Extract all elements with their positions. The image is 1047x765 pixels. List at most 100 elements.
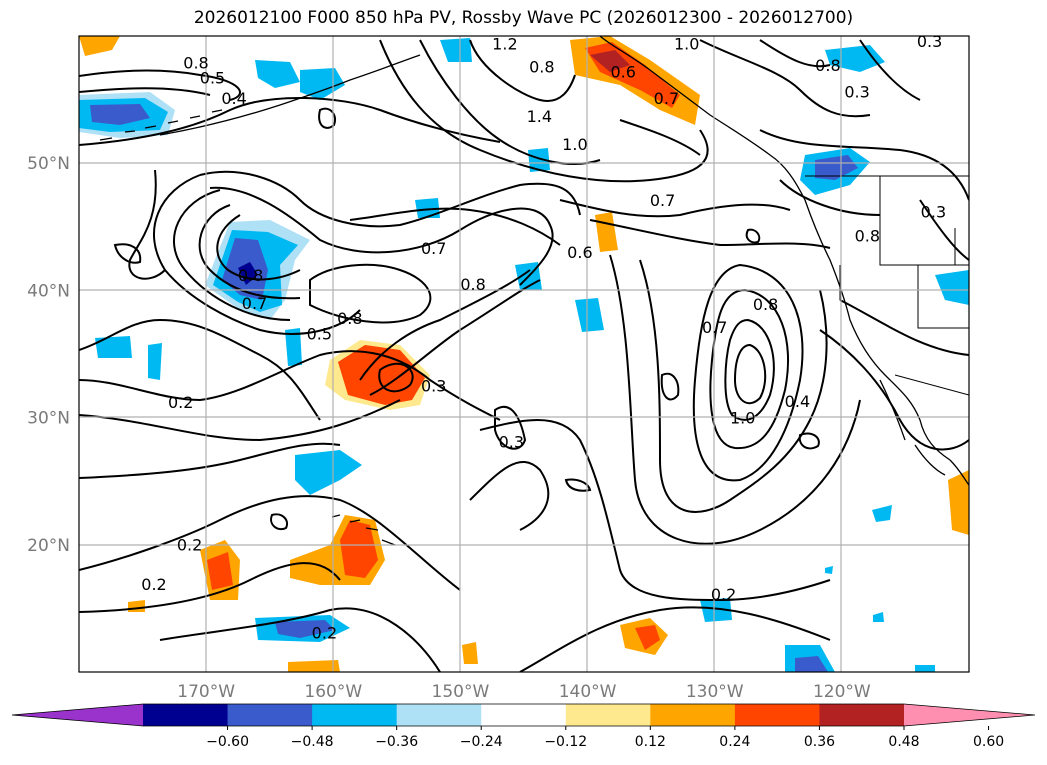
pv-contour (692, 263, 804, 482)
lon-tick-label: 170°W (177, 682, 235, 702)
pv-contour (469, 39, 576, 102)
contour-label: 0.5 (200, 69, 225, 88)
lon-tick-label: 160°W (304, 682, 362, 702)
colorbar-level-label: 0.48 (888, 734, 919, 750)
negative-anomaly-small3 (575, 298, 604, 332)
pv-contour (79, 350, 501, 421)
contour-label: 0.4 (221, 89, 246, 108)
pv-contour (839, 299, 969, 356)
colorbar-segment (227, 704, 313, 726)
negative-anomaly-mid (295, 450, 362, 495)
colorbar: −0.60 −0.48 −0.36 −0.24 −0.12 0.12 0.24 0.36 0.4… (11, 703, 1036, 750)
negative-anomaly-gulf (255, 60, 300, 88)
north-america-coastline (599, 36, 969, 486)
longitude-tick-labels: 170°W 160°W 150°W 140°W 130°W 120°W (177, 682, 871, 702)
contour-label: 0.8 (460, 275, 485, 294)
colorbar-level-label: −0.24 (460, 734, 503, 750)
contour-label: 0.6 (567, 243, 592, 262)
pv-contour (159, 607, 441, 672)
negative-anomaly-small7 (285, 328, 302, 366)
positive-anomaly-nw-corner (79, 36, 120, 56)
pv-contour (859, 39, 921, 101)
contour-label: 0.7 (421, 239, 446, 258)
pv-contour (779, 179, 881, 216)
colorbar-outline (11, 703, 1036, 727)
lat-tick-label: 40°N (27, 281, 70, 301)
negative-anomaly-gulf2 (300, 68, 345, 100)
chart-title: 2026012100 F000 850 hPa PV, Rossby Wave … (193, 8, 854, 28)
contour-label: 1.0 (674, 34, 699, 53)
lon-tick-label: 140°W (559, 682, 617, 702)
pv-contour (198, 204, 301, 300)
contour-label: 0.2 (177, 536, 202, 555)
colorbar-segment (565, 704, 651, 726)
pv-contour (724, 318, 775, 421)
lon-tick-label: 150°W (432, 682, 490, 702)
negative-anomaly-small5 (95, 336, 132, 358)
pv-contour (639, 259, 828, 513)
pv-contour (699, 39, 871, 118)
contour-label: 0.4 (785, 392, 810, 411)
lon-tick-label: 120°W (813, 682, 871, 702)
contour-label: 0.2 (312, 623, 337, 642)
baja-california-coastline (879, 379, 946, 476)
pv-contour-small (318, 107, 336, 129)
pv-contour (733, 343, 767, 405)
negative-anomaly-small8 (700, 598, 732, 622)
colorbar-segment (481, 704, 567, 726)
positive-anomaly-se-core (635, 625, 660, 650)
map-frame (78, 35, 970, 673)
lat-tick-label: 20°N (27, 536, 70, 556)
negative-anomaly-small9 (872, 505, 892, 522)
negative-anomaly-small6 (148, 343, 162, 380)
negative-anomaly-small11 (915, 665, 935, 672)
pv-contour (919, 199, 969, 261)
pv-contour (494, 405, 527, 450)
contour-label: 0.7 (242, 294, 267, 313)
positive-anomaly-hawaii-core (340, 520, 378, 578)
contour-label: 0.8 (337, 309, 362, 328)
lon-tick-label: 130°W (686, 682, 744, 702)
contour-label: 0.7 (654, 89, 679, 108)
contour-label: 0.8 (753, 295, 778, 314)
contour-label: 0.7 (702, 318, 727, 337)
pv-contour (559, 199, 791, 218)
colorbar-segment (143, 704, 229, 726)
us-mexico-border (894, 374, 969, 396)
colorbar-extend-low (12, 704, 143, 726)
colorbar-segment (734, 704, 820, 726)
contour-label: 1.0 (730, 408, 755, 427)
positive-anomaly-gulf-alaska-max (590, 50, 630, 72)
negative-anomaly-ne (825, 45, 885, 72)
negative-anomaly-small13 (825, 566, 833, 574)
colorbar-level-label: −0.60 (206, 734, 249, 750)
colorbar-segment (819, 704, 905, 726)
colorbar-level-label: −0.36 (375, 734, 418, 750)
contour-label: 0.7 (650, 191, 675, 210)
pv-contour (609, 254, 861, 545)
pv-contour (209, 186, 554, 286)
colorbar-level-label: 0.36 (804, 734, 835, 750)
pv-contour (819, 329, 969, 451)
pv-contour-small (270, 513, 288, 531)
pv-contour-small (798, 432, 820, 450)
us-state-borders (839, 176, 969, 329)
coastline-layer (99, 36, 969, 546)
pv-contour (619, 119, 701, 156)
pv-contour-small (113, 243, 142, 264)
pv-contour (469, 460, 550, 531)
colorbar-level-label: −0.48 (291, 734, 334, 750)
colorbar-level-label: 0.24 (719, 734, 750, 750)
positive-anomaly-sw (288, 660, 340, 672)
pv-contour (309, 263, 432, 324)
positive-anomaly-w-pacific-core (207, 552, 233, 590)
contour-labels: 0.80.50.41.20.81.41.00.60.71.00.80.30.30… (141, 34, 946, 642)
colorbar-segment (650, 704, 736, 726)
negative-anomaly-nw-max (90, 104, 150, 125)
pv-contour (359, 269, 531, 381)
lat-tick-label: 50°N (27, 154, 70, 174)
contour-label: 0.8 (238, 266, 263, 285)
pv-contour (479, 419, 831, 602)
contour-label: 0.2 (168, 393, 193, 412)
pv-contour-small (745, 228, 761, 244)
